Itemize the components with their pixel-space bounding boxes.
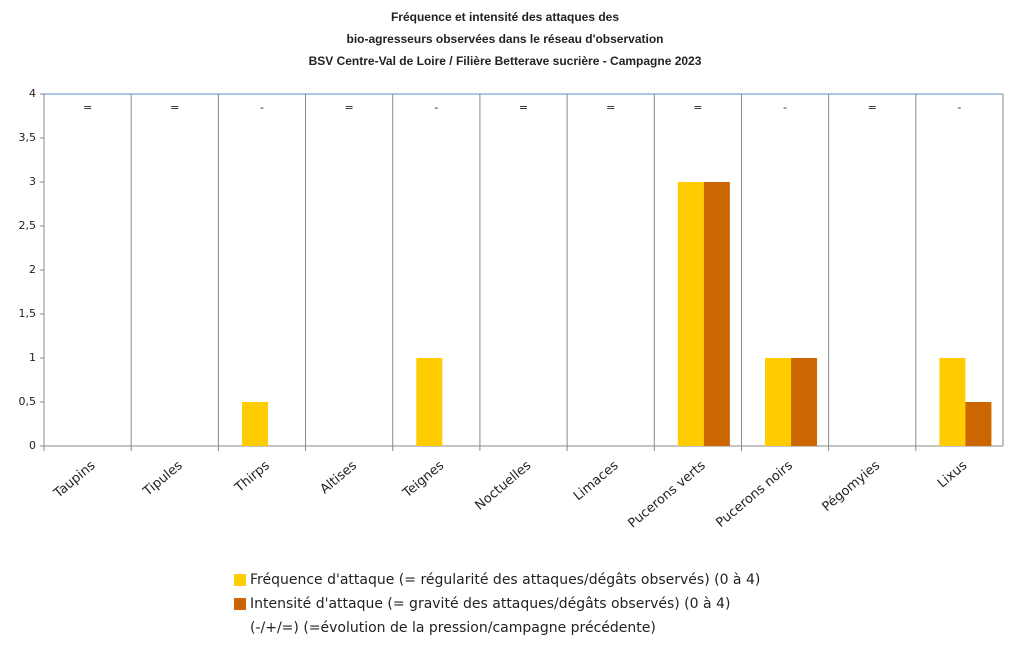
chart-title: BSV Centre-Val de Loire / Filière Better… <box>309 54 702 68</box>
annotation: = <box>868 101 877 114</box>
legend-note: (-/+/=) (=évolution de la pression/campa… <box>250 620 656 636</box>
annotation: - <box>957 101 961 114</box>
annotation: = <box>519 101 528 114</box>
bar <box>677 182 704 446</box>
bar <box>416 358 443 446</box>
y-tick-label: 1 <box>29 351 36 364</box>
legend-swatch <box>234 574 246 586</box>
annotation: = <box>83 101 92 114</box>
x-tick-label: Lixus <box>935 458 971 491</box>
x-tick-label: Teignes <box>399 458 447 502</box>
bar <box>703 182 730 446</box>
bar <box>965 402 992 446</box>
y-tick-label: 4 <box>29 87 36 100</box>
y-tick-label: 2 <box>29 263 36 276</box>
x-tick-label: Limaces <box>571 458 622 504</box>
annotation: = <box>693 101 702 114</box>
annotation: - <box>783 101 787 114</box>
bar <box>241 402 268 446</box>
x-tick-label: Pucerons noirs <box>713 458 796 531</box>
legend-label: Fréquence d'attaque (= régularité des at… <box>250 572 760 588</box>
y-tick-label: 0 <box>29 439 36 452</box>
y-tick-label: 2,5 <box>19 219 37 232</box>
y-tick-label: 0,5 <box>19 395 37 408</box>
x-tick-label: Tipules <box>140 458 186 500</box>
bar <box>939 358 966 446</box>
bar <box>765 358 792 446</box>
y-tick-label: 1,5 <box>19 307 37 320</box>
bar <box>791 358 818 446</box>
y-tick-label: 3,5 <box>19 131 37 144</box>
x-tick-label: Pégomyies <box>820 458 884 515</box>
annotation: - <box>260 101 264 114</box>
chart-title: bio-agresseurs observées dans le réseau … <box>347 32 664 46</box>
x-tick-label: Noctuelles <box>472 458 534 513</box>
legend-swatch <box>234 598 246 610</box>
x-tick-label: Taupins <box>51 458 99 502</box>
x-tick-label: Thirps <box>232 458 273 496</box>
x-tick-label: Pucerons verts <box>625 458 708 531</box>
annotation: = <box>345 101 354 114</box>
y-tick-label: 3 <box>29 175 36 188</box>
x-tick-label: Altises <box>318 458 361 497</box>
annotation: = <box>170 101 179 114</box>
annotation: = <box>606 101 615 114</box>
legend-label: Intensité d'attaque (= gravité des attaq… <box>250 596 730 612</box>
annotation: - <box>434 101 438 114</box>
chart-title: Fréquence et intensité des attaques des <box>391 10 619 24</box>
